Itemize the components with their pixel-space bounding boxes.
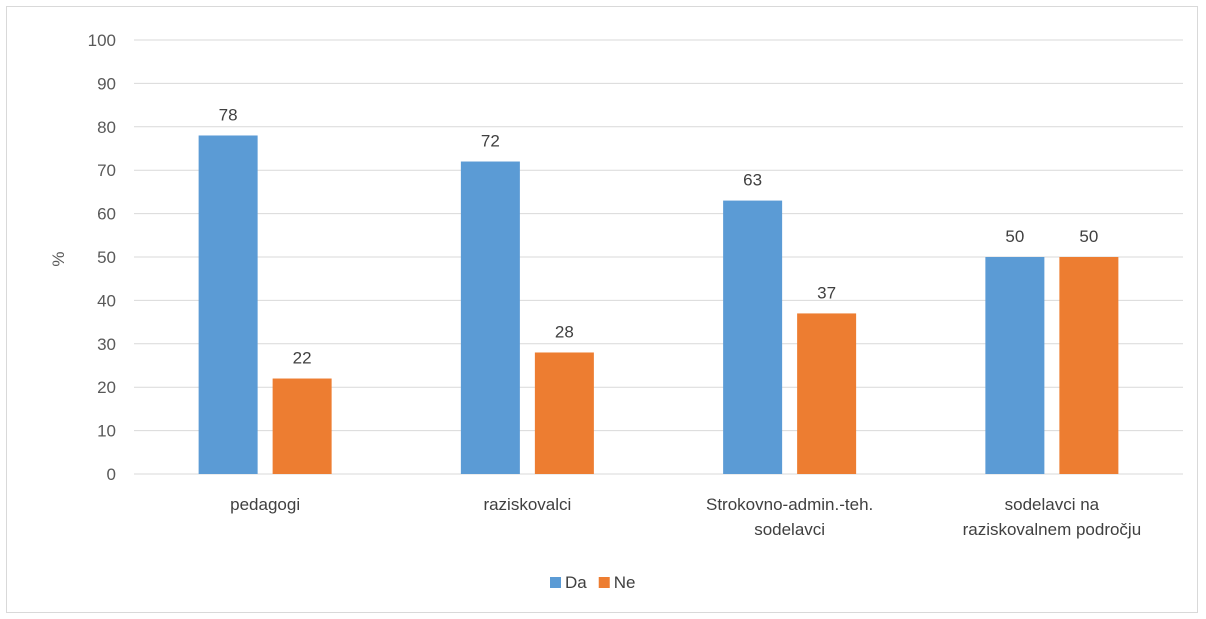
- y-tick-label: 90: [97, 74, 116, 93]
- bar-da: [723, 200, 783, 474]
- data-labels: 78 22 72 28 63 37 50 50: [219, 105, 1099, 367]
- bar-ne: [1059, 257, 1119, 474]
- y-tick-label: 100: [88, 31, 116, 50]
- bar-da: [985, 257, 1045, 474]
- category-label: Strokovno-admin.-teh. sodelavci: [706, 495, 873, 539]
- category-labels: pedagogi raziskovalci Strokovno-admin.-teh…: [230, 495, 1141, 539]
- data-label: 28: [555, 322, 574, 341]
- data-label: 22: [293, 349, 312, 368]
- bar-da: [460, 161, 520, 474]
- y-tick-label: 40: [97, 291, 116, 310]
- data-label: 50: [1005, 227, 1024, 246]
- legend-swatch-da: [550, 577, 561, 588]
- y-tick-label: 30: [97, 335, 116, 354]
- legend: Da Ne: [550, 573, 635, 592]
- data-label: 72: [481, 132, 500, 151]
- data-label: 78: [219, 105, 238, 124]
- y-tick-label: 60: [97, 205, 116, 224]
- y-tick-label: 50: [97, 248, 116, 267]
- category-label: pedagogi: [230, 495, 300, 514]
- bar-ne: [272, 378, 332, 474]
- data-label: 37: [817, 283, 836, 302]
- legend-swatch-ne: [598, 577, 610, 588]
- bar-ne: [534, 352, 594, 474]
- y-axis-title: %: [49, 251, 68, 266]
- category-label: sodelavci na raziskovalnem področju: [963, 495, 1142, 539]
- category-label: raziskovalci: [483, 495, 571, 514]
- y-tick-label: 0: [107, 465, 116, 484]
- y-tick-label: 20: [97, 378, 116, 397]
- y-tick-label: 10: [97, 422, 116, 441]
- y-tick-label: 70: [97, 161, 116, 180]
- data-label: 63: [743, 171, 762, 190]
- legend-label-ne: Ne: [614, 573, 636, 592]
- y-axis-ticks: 0 10 20 30 40 50 60 70 80 90 100: [88, 31, 116, 484]
- y-tick-label: 80: [97, 118, 116, 137]
- legend-label-da: Da: [565, 573, 587, 592]
- bars: [198, 135, 1119, 475]
- bar-ne: [797, 313, 857, 474]
- bar-da: [198, 135, 258, 475]
- data-label: 50: [1079, 227, 1098, 246]
